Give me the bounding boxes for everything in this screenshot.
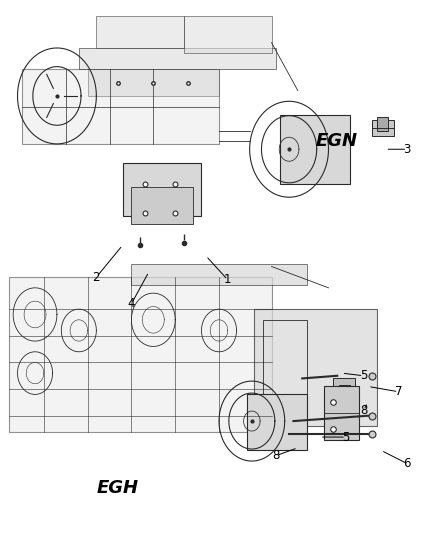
Bar — [79, 48, 276, 69]
Bar — [324, 386, 359, 440]
Text: EGN: EGN — [315, 132, 357, 150]
Bar — [22, 69, 219, 144]
Bar — [280, 115, 350, 184]
Bar — [131, 264, 307, 285]
Text: 8: 8 — [272, 449, 279, 462]
Text: 5: 5 — [343, 431, 350, 443]
Bar — [377, 117, 388, 131]
Text: EGH: EGH — [96, 479, 138, 497]
Bar — [372, 120, 394, 136]
Bar — [96, 16, 184, 48]
Text: 7: 7 — [395, 385, 403, 398]
Bar — [263, 320, 307, 416]
Bar — [333, 378, 355, 392]
Text: 2: 2 — [92, 271, 100, 284]
Bar — [123, 163, 201, 216]
Bar — [247, 394, 307, 450]
Bar — [254, 309, 377, 426]
Bar — [184, 16, 272, 53]
Bar — [339, 385, 350, 397]
Bar — [9, 277, 272, 432]
Text: 6: 6 — [403, 457, 411, 470]
Bar — [88, 69, 219, 96]
Text: 5: 5 — [360, 369, 367, 382]
Text: 1: 1 — [224, 273, 232, 286]
Text: 8: 8 — [360, 404, 367, 417]
Text: 3: 3 — [404, 143, 411, 156]
Text: 4: 4 — [127, 297, 135, 310]
Bar — [131, 187, 193, 224]
